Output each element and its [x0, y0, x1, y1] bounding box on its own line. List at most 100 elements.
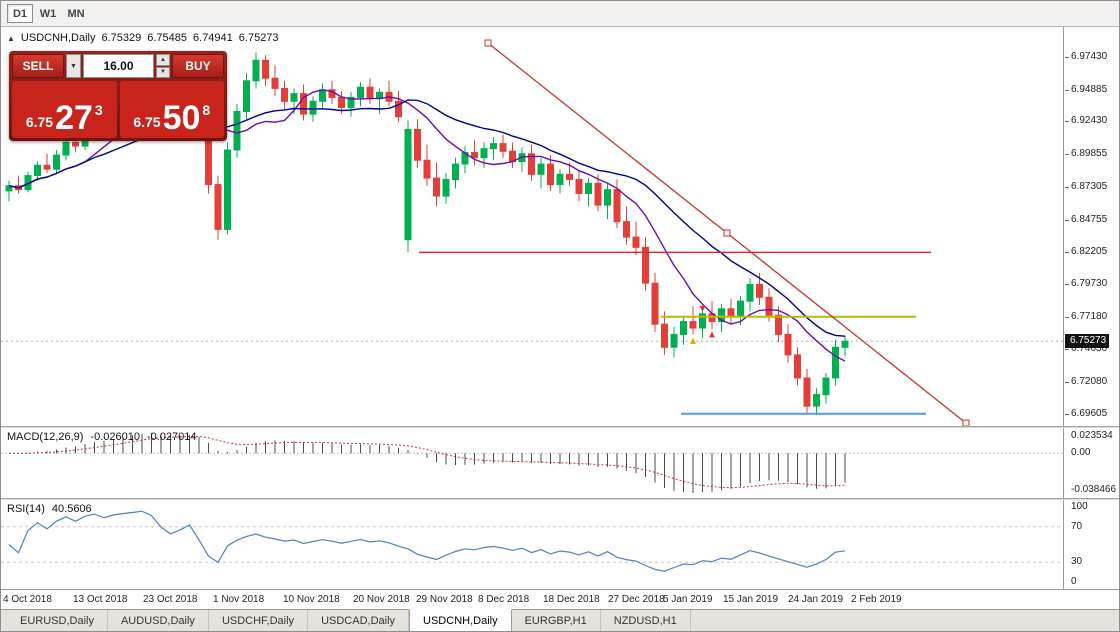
price-axis-label: 6.89855 — [1071, 148, 1108, 159]
date-label: 10 Nov 2018 — [283, 594, 340, 605]
price-axis-tick — [1065, 414, 1069, 415]
buy-button[interactable]: BUY — [172, 54, 224, 78]
date-label: 23 Oct 2018 — [143, 594, 198, 605]
rsi-line — [8, 510, 846, 572]
price-axis[interactable]: 6.97430 6.94885 6.92430 6.89855 6.87305 6.847… — [1065, 27, 1119, 426]
price-axis-label: 6.77180 — [1071, 311, 1108, 322]
macd-axis-label: 0.00 — [1071, 447, 1091, 458]
price-axis-label: 6.94885 — [1071, 84, 1108, 95]
trendline-handle[interactable] — [723, 229, 731, 237]
rsi-axis-label: 30 — [1071, 556, 1083, 567]
date-label: 24 Jan 2019 — [788, 594, 844, 605]
rsi-axis-label: 100 — [1071, 501, 1088, 512]
date-label: 20 Nov 2018 — [353, 594, 410, 605]
ohlc-low: 6.74941 — [193, 32, 233, 44]
price-axis-tick — [1065, 252, 1069, 253]
rsi-axis-label: 0 — [1071, 576, 1077, 587]
chart-tab-usdcnh[interactable]: USDCNH,Daily — [409, 609, 512, 631]
collapse-arrow-icon[interactable]: ▲ — [7, 33, 15, 43]
date-label: 1 Nov 2018 — [213, 594, 265, 605]
rsi-value: 40.5606 — [51, 503, 92, 515]
macd-svg — [1, 433, 1063, 493]
rsi-axis-label: 70 — [1071, 521, 1083, 532]
macd-axis-label: 0.023534 — [1071, 430, 1113, 441]
price-axis-tick — [1065, 121, 1069, 122]
macd-value-signal: -0.027014 — [146, 431, 197, 443]
date-label: 29 Nov 2018 — [416, 594, 473, 605]
price-axis-tick — [1065, 90, 1069, 91]
macd-rsi-splitter[interactable] — [1, 498, 1119, 500]
date-label: 2 Feb 2019 — [851, 594, 902, 605]
volume-dropdown-icon[interactable]: ▼ — [66, 54, 81, 78]
price-axis-label: 6.92430 — [1071, 115, 1108, 126]
date-label: 5 Jan 2019 — [663, 594, 713, 605]
timeframe-button-mn[interactable]: MN — [67, 7, 85, 20]
price-axis-tick — [1065, 220, 1069, 221]
price-axis-label: 6.79730 — [1071, 278, 1108, 289]
bid-price-prefix: 6.75 — [25, 114, 54, 130]
ohlc-open: 6.75329 — [101, 32, 142, 44]
price-axis-label: 6.82205 — [1071, 246, 1108, 257]
chart-region[interactable]: ▲ USDCNH,Daily 6.75329 6.75485 6.74941 6… — [1, 27, 1064, 426]
ask-price-big-digits: 50 — [162, 99, 201, 138]
date-label: 8 Dec 2018 — [478, 594, 530, 605]
main-chart-svg[interactable] — [1, 27, 1064, 426]
date-label: 27 Dec 2018 — [608, 594, 665, 605]
volume-decrease-icon[interactable]: ▼ — [156, 66, 170, 78]
chart-macd-splitter[interactable] — [1, 426, 1119, 428]
price-axis-tick — [1065, 57, 1069, 58]
macd-axis: 0.023534 0.00 -0.038466 — [1065, 428, 1119, 498]
current-price-badge: 6.75273 — [1065, 334, 1110, 348]
rsi-label: RSI(14) — [7, 503, 45, 515]
date-label: 13 Oct 2018 — [73, 594, 128, 605]
price-axis-tick — [1065, 317, 1069, 318]
macd-signal-line — [8, 436, 846, 489]
price-axis-label: 6.74630 — [1071, 343, 1108, 354]
sell-button[interactable]: SELL — [12, 54, 64, 78]
ask-price-display[interactable]: 6.75 50 8 — [119, 81, 224, 138]
ask-price-prefix: 6.75 — [133, 114, 161, 130]
trendline-handle[interactable] — [962, 419, 970, 426]
date-label: 15 Jan 2019 — [723, 594, 779, 605]
trade-marker — [690, 337, 696, 344]
chart-tab-nzdusd[interactable]: NZDUSD,H1 — [601, 610, 691, 631]
chart-tab-usdcad[interactable]: USDCAD,Daily — [308, 610, 410, 631]
timeframe-button-w1[interactable]: W1 — [39, 7, 57, 20]
macd-header: MACD(12,26,9) -0.026010 -0.027014 — [7, 431, 197, 443]
price-axis-label: 6.72080 — [1071, 376, 1108, 387]
rsi-svg — [1, 510, 1063, 572]
rsi-axis: 100 70 30 0 — [1065, 500, 1119, 589]
trade-marker — [699, 305, 706, 312]
chart-tabs: EURUSD,Daily AUDUSD,Daily USDCHF,Daily USDC… — [1, 609, 1119, 631]
macd-axis-label: -0.038466 — [1071, 484, 1117, 495]
timeframe-button-d1[interactable]: D1 — [7, 4, 33, 23]
chart-tab-eurusd[interactable]: EURUSD,Daily — [7, 610, 108, 631]
ask-price-pip-digit: 8 — [202, 102, 211, 118]
volume-stepper: ▲ ▼ — [156, 54, 170, 78]
chart-symbol-label: USDCNH,Daily — [20, 32, 96, 44]
rsi-header: RSI(14) 40.5606 — [7, 503, 92, 515]
one-click-trade-panel: SELL ▼ 16.00 ▲ ▼ BUY 6.75 27 3 6.75 50 — [9, 51, 227, 141]
macd-panel[interactable]: MACD(12,26,9) -0.026010 -0.027014 — [1, 428, 1064, 498]
price-axis-tick — [1065, 349, 1069, 350]
chart-tab-usdchf[interactable]: USDCHF,Daily — [209, 610, 309, 631]
toolbar: D1 W1 MN — [1, 1, 1119, 27]
bid-price-pip-digit: 3 — [94, 102, 103, 118]
bid-price-display[interactable]: 6.75 27 3 — [12, 81, 117, 138]
price-axis-tick — [1065, 382, 1069, 383]
macd-label: MACD(12,26,9) — [7, 431, 84, 443]
macd-value-main: -0.026010 — [90, 431, 140, 443]
time-axis[interactable]: 4 Oct 2018 13 Oct 2018 23 Oct 2018 1 Nov 20… — [1, 589, 1119, 609]
candles-layer — [5, 52, 849, 416]
rsi-panel[interactable]: RSI(14) 40.5606 — [1, 500, 1064, 589]
macd-histogram — [18, 433, 846, 493]
volume-increase-icon[interactable]: ▲ — [156, 54, 170, 66]
ohlc-high: 6.75485 — [147, 32, 188, 44]
volume-input[interactable]: 16.00 — [83, 54, 154, 78]
price-axis-tick — [1065, 154, 1069, 155]
chart-ohlc-title: ▲ USDCNH,Daily 6.75329 6.75485 6.74941 6… — [7, 32, 279, 44]
trendline-handle[interactable] — [484, 39, 492, 47]
ohlc-close: 6.75273 — [238, 32, 279, 44]
chart-tab-audusd[interactable]: AUDUSD,Daily — [108, 610, 209, 631]
chart-tab-eurgbp[interactable]: EURGBP,H1 — [512, 610, 601, 631]
